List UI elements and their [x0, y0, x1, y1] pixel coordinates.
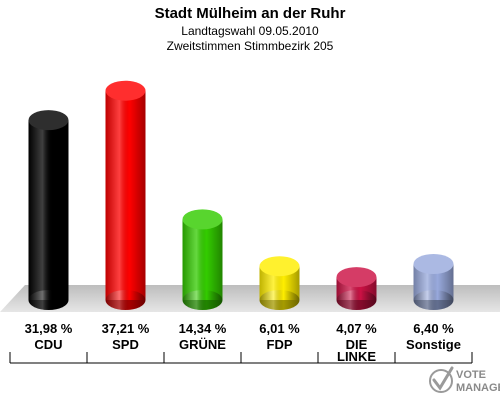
chart-subtitle-election: Landtagswahl 09.05.2010 — [181, 24, 319, 38]
category-label: Sonstige — [406, 337, 461, 352]
category-label: LINKE — [337, 349, 376, 364]
bar — [413, 254, 454, 310]
value-labels-group: 31,98 % 37,21 % 14,34 % 6,01 % 4,07 % 6,40 % — [25, 321, 455, 336]
bars-group — [28, 80, 454, 310]
category-label: FDP — [267, 337, 293, 352]
value-label: 37,21 % — [102, 321, 150, 336]
value-label: 4,07 % — [336, 321, 377, 336]
category-label: DIE — [346, 337, 368, 352]
category-label: CDU — [34, 337, 62, 352]
bar — [182, 209, 223, 310]
chart-subtitle-district: Zweitstimmen Stimmbezirk 205 — [167, 39, 334, 53]
check-mark-icon — [429, 366, 454, 393]
value-label: 6,40 % — [413, 321, 454, 336]
category-ticks-group — [9, 352, 473, 363]
value-label: 6,01 % — [259, 321, 300, 336]
bar — [28, 110, 69, 310]
bar — [336, 267, 377, 310]
vote-manager-logo: VOTE MANAGER — [429, 366, 500, 394]
category-label: SPD — [112, 337, 139, 352]
value-label: 31,98 % — [25, 321, 73, 336]
logo-text-vote: VOTE — [456, 369, 486, 381]
value-label: 14,34 % — [179, 321, 227, 336]
chart-title: Stadt Mülheim an der Ruhr — [155, 5, 346, 22]
category-label: GRÜNE — [179, 337, 226, 352]
bar — [105, 80, 146, 310]
bar — [259, 256, 300, 310]
logo-text-manager: MANAGER — [456, 382, 500, 394]
